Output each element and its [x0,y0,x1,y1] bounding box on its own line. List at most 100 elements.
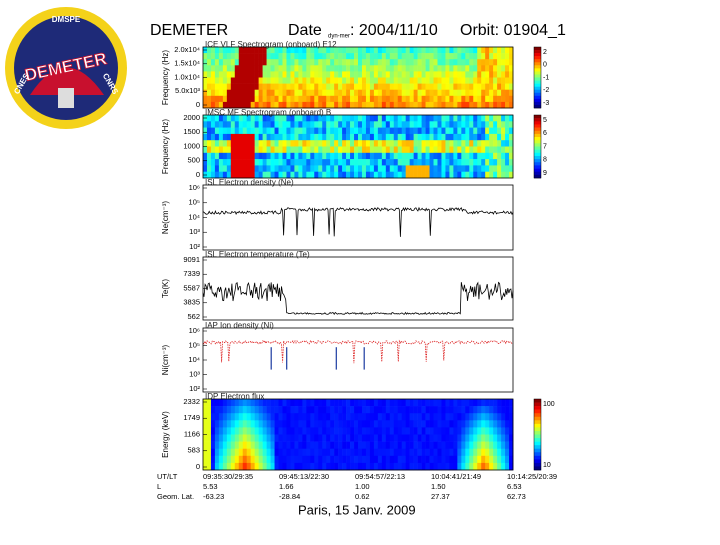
spectrogram-cell [326,399,331,407]
spectrogram-cell [242,101,248,109]
spectrogram-cell [266,53,271,60]
spectrogram-cell [238,59,244,66]
spectrogram-cell [206,146,212,154]
colorbar-cell [534,162,541,166]
spectrogram-cell [453,127,458,135]
spectrogram-cell [425,399,430,407]
colorbar-cell [534,47,541,51]
spectrogram-cell [385,441,391,449]
colorbar-frame [533,114,542,179]
spectrogram-cell [338,165,343,172]
spectrogram-cell [449,420,454,428]
spectrogram-cell [306,152,311,160]
spectrogram-cell [326,65,331,72]
spectrogram-cell [405,462,410,471]
spectrogram-cell [425,420,430,428]
spectrogram-cell [417,133,422,141]
spectrogram-cell [266,146,271,154]
spectrogram-cell [465,77,470,84]
spectrogram-cell [238,455,244,464]
spectrogram-cell [302,399,307,407]
spectrogram-cell [441,152,446,160]
spectrogram-cell [222,77,228,84]
spectrogram-cell [330,133,335,141]
spectrogram-cell [445,71,450,78]
spectrogram-cell [262,462,267,471]
spectrogram-cell [326,83,331,90]
spectrogram-cell [413,171,418,179]
spectrogram-cell [429,83,434,90]
spectrogram-cell [302,115,307,122]
spectrogram-cell [485,413,490,421]
colorbar-cell [534,133,541,138]
spectrogram-cell [254,146,259,154]
spectrogram-cell [365,83,371,90]
colorbar-label: 9 [543,170,547,177]
spectrogram-cell [266,448,271,457]
spectrogram-cell [238,77,244,84]
spectrogram-cell [338,441,343,449]
spectrogram-cell [421,89,426,97]
spectrogram-cell [262,152,267,160]
spectrogram-cell [342,140,347,147]
spectrogram-cell [397,95,403,103]
spectrogram-cell [290,133,295,141]
spectrogram-cell [282,77,287,84]
spectrogram-cell [441,441,446,449]
spectrogram-cell [461,427,466,435]
spectrogram-cell [501,406,506,414]
spectrogram-cell [230,115,236,122]
spectrogram-cell [405,127,410,135]
spectrogram-cell [397,455,403,464]
spectrogram-cell [250,406,255,414]
spectrogram-cell [481,434,486,442]
spectrogram-cell [437,448,442,457]
spectrogram-cell [413,399,418,407]
spectrogram-cell [389,165,395,172]
spectrogram-cell [449,133,454,141]
spectrogram-cell [318,83,323,90]
spectrogram-cell [358,399,363,407]
y-tick-label: 10² [189,384,200,393]
spectrogram-cell [389,455,395,464]
spectrogram-cell [286,462,291,471]
spectrogram-cell [306,127,311,135]
spectrogram-cell [425,115,430,122]
spectrogram-cell [465,127,470,135]
spectrogram-cell [350,152,355,160]
spectrogram-cell [294,59,299,66]
spectrogram-cell [501,140,506,147]
spectrogram-cell [401,406,406,414]
spectrogram-cell [322,448,327,457]
spectrogram-cell [365,427,371,435]
spectrogram-cell [342,47,347,54]
spectrogram-cell [354,77,359,84]
spectrogram-cell [282,420,287,428]
spectrogram-cell [214,427,220,435]
spectrogram-cell [214,455,220,464]
spectrogram-cell [278,71,283,78]
spectrogram-cell [389,77,395,84]
spectrogram-cell [481,83,486,90]
spectrogram-cell [266,115,271,122]
spectrogram-cell [493,434,498,442]
spectrogram-cell [338,448,343,457]
spectrogram-cell [481,47,486,54]
spectrogram-cell [421,455,426,464]
spectrogram-cell [342,127,347,135]
spectrogram-cell [449,146,454,154]
spectrogram-cell [409,406,414,414]
spectrogram-cell [222,441,228,449]
spectrogram-cell [429,146,434,154]
colorbar-cell [534,56,541,60]
spectrogram-cell [473,171,478,179]
spectrogram-cell [250,152,255,160]
spectrogram-cell [322,47,327,54]
spectrogram-cell [286,65,291,72]
spectrogram-cell [397,441,403,449]
spectrogram-cell [501,89,506,97]
spectrogram-cell [437,399,442,407]
spectrogram-cell [238,462,244,471]
spectrogram-cell [441,413,446,421]
spectrogram-cell [206,127,212,135]
